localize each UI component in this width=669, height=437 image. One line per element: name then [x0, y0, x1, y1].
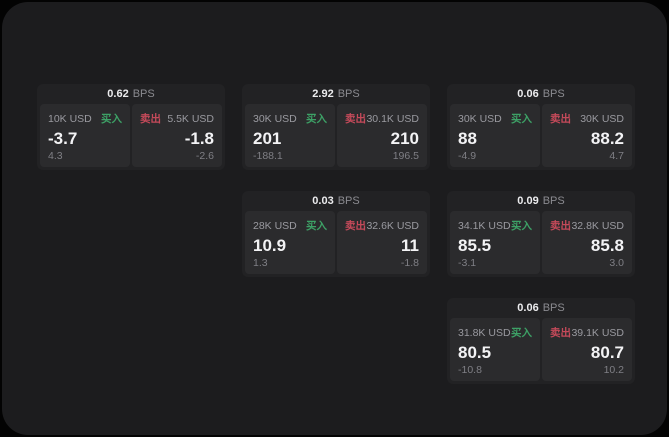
bps-unit-label: BPS	[337, 195, 360, 207]
bps-value: 0.62	[107, 88, 129, 100]
buy-price: 10.9	[253, 235, 287, 255]
bps-unit-label: BPS	[542, 88, 565, 100]
quote-card-4: 0.03 BPS 28K USD 买入 10.9 1.3 卖出 32.6K US…	[242, 191, 430, 277]
buy-amount: 34.1K USD	[458, 219, 511, 232]
sell-price: -1.8	[184, 128, 214, 148]
sell-amount: 30.1K USD	[366, 112, 419, 125]
buy-amount: 28K USD	[253, 219, 297, 232]
sell-change: 3.0	[609, 256, 624, 269]
card-body: 30K USD 买入 201 -188.1 卖出 30.1K USD 210 1…	[245, 104, 427, 167]
buy-price: 88	[458, 128, 477, 148]
sell-amount: 30K USD	[580, 112, 624, 125]
quote-card-6: 0.06 BPS 31.8K USD 买入 80.5 -10.8 卖出 39.1…	[447, 298, 635, 384]
quote-card-3: 0.06 BPS 30K USD 买入 88 -4.9 卖出 30K USD 8…	[447, 84, 635, 170]
sell-change: -2.6	[195, 149, 214, 162]
bps-unit-label: BPS	[132, 88, 155, 100]
buy-side-label: 买入	[511, 113, 532, 125]
buy-price: -3.7	[48, 128, 78, 148]
bps-value: 2.92	[312, 88, 334, 100]
buy-change: -10.8	[458, 363, 482, 376]
bps-unit-label: BPS	[542, 195, 565, 207]
bps-value: 0.03	[312, 195, 334, 207]
quote-card-5: 0.09 BPS 34.1K USD 买入 85.5 -3.1 卖出 32.8K…	[447, 191, 635, 277]
sell-quote-panel[interactable]: 卖出 32.8K USD 85.8 3.0	[542, 211, 632, 274]
buy-amount: 30K USD	[253, 112, 297, 125]
buy-side-label: 买入	[511, 220, 532, 232]
bps-value: 0.06	[517, 88, 539, 100]
sell-price: 210	[390, 128, 419, 148]
sell-price: 80.7	[590, 342, 624, 362]
buy-amount: 30K USD	[458, 112, 502, 125]
card-header: 0.06 BPS	[447, 84, 635, 104]
card-header: 0.09 BPS	[447, 191, 635, 211]
buy-side-label: 买入	[101, 113, 122, 125]
bps-value: 0.09	[517, 195, 539, 207]
card-header: 0.06 BPS	[447, 298, 635, 318]
buy-quote-panel[interactable]: 31.8K USD 买入 80.5 -10.8	[450, 318, 540, 381]
buy-side-label: 买入	[511, 327, 532, 339]
buy-amount: 10K USD	[48, 112, 92, 125]
sell-quote-panel[interactable]: 卖出 30.1K USD 210 196.5	[337, 104, 427, 167]
buy-quote-panel[interactable]: 30K USD 买入 88 -4.9	[450, 104, 540, 167]
buy-side-label: 买入	[306, 220, 327, 232]
sell-quote-panel[interactable]: 卖出 5.5K USD -1.8 -2.6	[132, 104, 222, 167]
sell-side-label: 卖出	[345, 220, 366, 232]
sell-change: 4.7	[609, 149, 624, 162]
buy-change: 4.3	[48, 149, 63, 162]
sell-side-label: 卖出	[140, 113, 161, 125]
card-body: 28K USD 买入 10.9 1.3 卖出 32.6K USD 11 -1.8	[245, 211, 427, 274]
bps-value: 0.06	[517, 302, 539, 314]
sell-change: -1.8	[400, 256, 419, 269]
buy-change: 1.3	[253, 256, 268, 269]
buy-quote-panel[interactable]: 10K USD 买入 -3.7 4.3	[40, 104, 130, 167]
buy-change: -188.1	[253, 149, 283, 162]
sell-quote-panel[interactable]: 卖出 39.1K USD 80.7 10.2	[542, 318, 632, 381]
sell-amount: 5.5K USD	[167, 112, 214, 125]
quote-card-2: 2.92 BPS 30K USD 买入 201 -188.1 卖出 30.1K …	[242, 84, 430, 170]
sell-side-label: 卖出	[345, 113, 366, 125]
sell-side-label: 卖出	[550, 220, 571, 232]
sell-quote-panel[interactable]: 卖出 32.6K USD 11 -1.8	[337, 211, 427, 274]
bps-unit-label: BPS	[542, 302, 565, 314]
buy-change: -4.9	[458, 149, 477, 162]
card-header: 0.62 BPS	[37, 84, 225, 104]
buy-quote-panel[interactable]: 30K USD 买入 201 -188.1	[245, 104, 335, 167]
card-header: 2.92 BPS	[242, 84, 430, 104]
buy-price: 201	[253, 128, 282, 148]
sell-side-label: 卖出	[550, 113, 571, 125]
buy-price: 85.5	[458, 235, 492, 255]
sell-price: 85.8	[590, 235, 624, 255]
buy-amount: 31.8K USD	[458, 326, 511, 339]
sell-quote-panel[interactable]: 卖出 30K USD 88.2 4.7	[542, 104, 632, 167]
card-header: 0.03 BPS	[242, 191, 430, 211]
card-body: 30K USD 买入 88 -4.9 卖出 30K USD 88.2 4.7	[450, 104, 632, 167]
sell-side-label: 卖出	[550, 327, 571, 339]
card-body: 34.1K USD 买入 85.5 -3.1 卖出 32.8K USD 85.8…	[450, 211, 632, 274]
sell-amount: 32.6K USD	[366, 219, 419, 232]
quote-card-1: 0.62 BPS 10K USD 买入 -3.7 4.3 卖出 5.5K USD…	[37, 84, 225, 170]
bps-unit-label: BPS	[337, 88, 360, 100]
card-body: 10K USD 买入 -3.7 4.3 卖出 5.5K USD -1.8 -2.…	[40, 104, 222, 167]
sell-price: 88.2	[590, 128, 624, 148]
sell-price: 11	[401, 235, 419, 255]
sell-amount: 39.1K USD	[571, 326, 624, 339]
card-body: 31.8K USD 买入 80.5 -10.8 卖出 39.1K USD 80.…	[450, 318, 632, 381]
buy-price: 80.5	[458, 342, 492, 362]
sell-amount: 32.8K USD	[571, 219, 624, 232]
buy-quote-panel[interactable]: 34.1K USD 买入 85.5 -3.1	[450, 211, 540, 274]
sell-change: 196.5	[392, 149, 419, 162]
sell-change: 10.2	[603, 363, 624, 376]
buy-quote-panel[interactable]: 28K USD 买入 10.9 1.3	[245, 211, 335, 274]
buy-side-label: 买入	[306, 113, 327, 125]
buy-change: -3.1	[458, 256, 477, 269]
